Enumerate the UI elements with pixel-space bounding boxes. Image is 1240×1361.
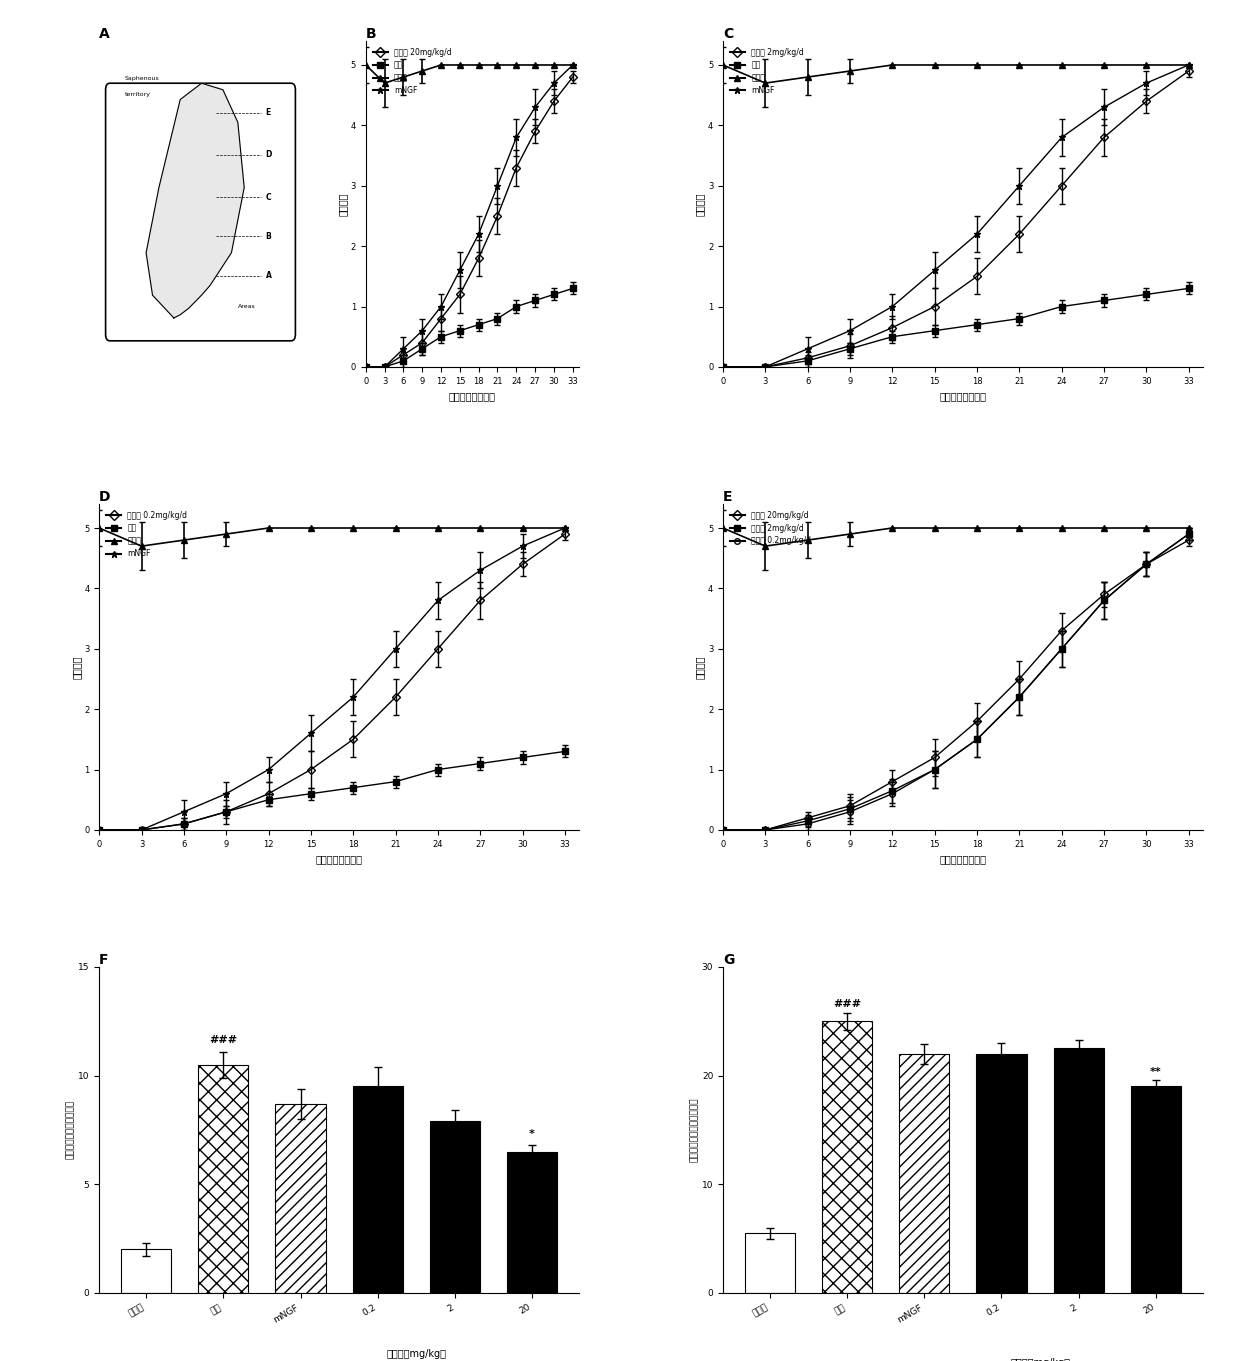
Bar	[822, 1021, 872, 1293]
Text: ###: ###	[833, 999, 861, 1010]
X-axis label: 损伤后时间（天）: 损伤后时间（天）	[449, 391, 496, 401]
Legend: 槲皮素 20mg/kg/d, 模型, 假手术, mNGF: 槲皮素 20mg/kg/d, 模型, 假手术, mNGF	[370, 45, 455, 98]
Bar	[275, 1104, 326, 1293]
Text: G: G	[723, 953, 734, 966]
Text: C: C	[723, 27, 733, 41]
Text: ###: ###	[210, 1036, 237, 1045]
Y-axis label: 感觉疆完全放射时间（妙）: 感觉疆完全放射时间（妙）	[689, 1098, 699, 1162]
Text: A: A	[99, 27, 110, 41]
Text: E: E	[265, 108, 270, 117]
Legend: 槲皮素 2mg/kg/d, 模型, 假手术, mNGF: 槲皮素 2mg/kg/d, 模型, 假手术, mNGF	[727, 45, 807, 98]
Bar	[507, 1151, 557, 1293]
Legend: 槲皮素 20mg/kg/d, 槲皮素 2mg/kg/d, 槲皮素 0.2mg/kg/d: 槲皮素 20mg/kg/d, 槲皮素 2mg/kg/d, 槲皮素 0.2mg/k…	[727, 508, 815, 548]
Text: F: F	[99, 953, 109, 966]
Text: 槲皮素（mg/kg）: 槲皮素（mg/kg）	[387, 1349, 446, 1358]
Text: B: B	[265, 231, 272, 241]
Text: B: B	[366, 27, 377, 41]
Bar	[1131, 1086, 1180, 1293]
Text: E: E	[723, 490, 733, 504]
X-axis label: 损伤后时间（天）: 损伤后时间（天）	[940, 855, 986, 864]
Text: **: **	[1149, 1067, 1162, 1077]
Bar	[352, 1086, 403, 1293]
Text: territory: territory	[125, 93, 151, 97]
Legend: 槲皮素 0.2mg/kg/d, 模型, 假手术, mNGF: 槲皮素 0.2mg/kg/d, 模型, 假手术, mNGF	[103, 508, 191, 561]
Bar	[745, 1233, 795, 1293]
Text: *: *	[529, 1128, 536, 1139]
Y-axis label: 评估得分: 评估得分	[696, 192, 706, 215]
Bar	[1054, 1048, 1104, 1293]
Bar	[122, 1249, 171, 1293]
Bar	[899, 1053, 950, 1293]
Text: Areas: Areas	[238, 305, 255, 309]
Y-axis label: 评估得分: 评估得分	[72, 655, 82, 679]
Y-axis label: 感觉疆起始放射间（妙）: 感觉疆起始放射间（妙）	[66, 1100, 76, 1160]
Text: D: D	[265, 151, 272, 159]
X-axis label: 损伤后时间（天）: 损伤后时间（天）	[316, 855, 362, 864]
Bar	[430, 1121, 480, 1293]
X-axis label: 损伤后时间（天）: 损伤后时间（天）	[940, 391, 986, 401]
Text: 槲皮素（mg/kg）: 槲皮素（mg/kg）	[1011, 1358, 1070, 1361]
Polygon shape	[146, 83, 244, 318]
Bar	[976, 1053, 1027, 1293]
Bar	[198, 1064, 248, 1293]
Text: A: A	[265, 271, 272, 280]
Y-axis label: 评估得分: 评估得分	[337, 192, 348, 215]
Text: Saphenous: Saphenous	[125, 76, 160, 80]
Y-axis label: 评估得分: 评估得分	[696, 655, 706, 679]
Text: D: D	[99, 490, 110, 504]
Text: C: C	[265, 193, 272, 201]
FancyBboxPatch shape	[105, 83, 295, 340]
